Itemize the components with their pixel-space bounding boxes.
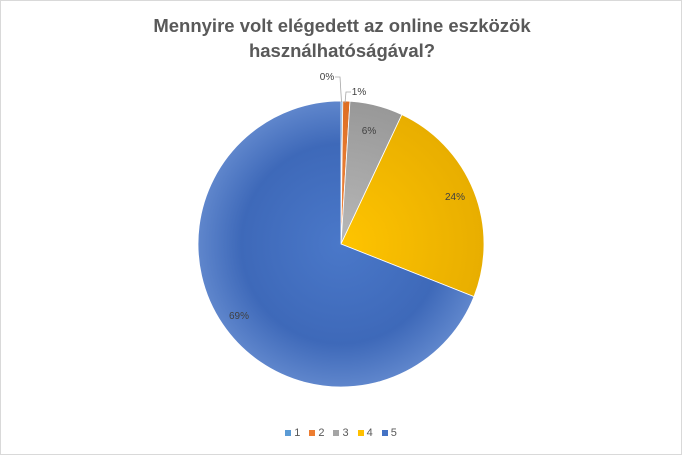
leader-line-1 [335, 76, 342, 103]
legend-swatch-5 [381, 430, 388, 436]
legend: 1 2 3 4 5 [0, 427, 682, 439]
chart-title-line-2: használhatóságával? [248, 40, 436, 61]
data-label-2: 1% [352, 87, 367, 98]
legend-swatch-4 [357, 430, 364, 436]
legend-label-4: 4 [366, 427, 373, 439]
legend-item-2: 2 [309, 427, 324, 439]
legend-swatch-2 [309, 430, 316, 436]
leader-line-2 [344, 91, 351, 104]
legend-label-5: 5 [390, 427, 397, 439]
pie-slice-4 [340, 114, 485, 298]
data-label-1: 0% [320, 72, 335, 83]
legend-item-4: 4 [357, 427, 373, 439]
legend-swatch-1 [285, 430, 292, 436]
legend-item-5: 5 [381, 427, 397, 439]
chart-title-line-1: Mennyire volt elégedett az online eszköz… [153, 15, 531, 36]
data-label-4: 24% [445, 192, 465, 203]
legend-label-1: 1 [294, 427, 301, 439]
data-label-3: 6% [362, 126, 377, 137]
chart-title: Mennyire volt elégedett az online eszköz… [1, 13, 682, 63]
pie-slice-5 [197, 100, 475, 388]
legend-item-3: 3 [333, 427, 349, 439]
legend-item-1: 1 [285, 427, 300, 439]
legend-swatch-3 [333, 430, 340, 436]
legend-label-3: 3 [342, 427, 349, 439]
data-label-5: 69% [229, 311, 249, 322]
legend-label-2: 2 [318, 427, 325, 439]
